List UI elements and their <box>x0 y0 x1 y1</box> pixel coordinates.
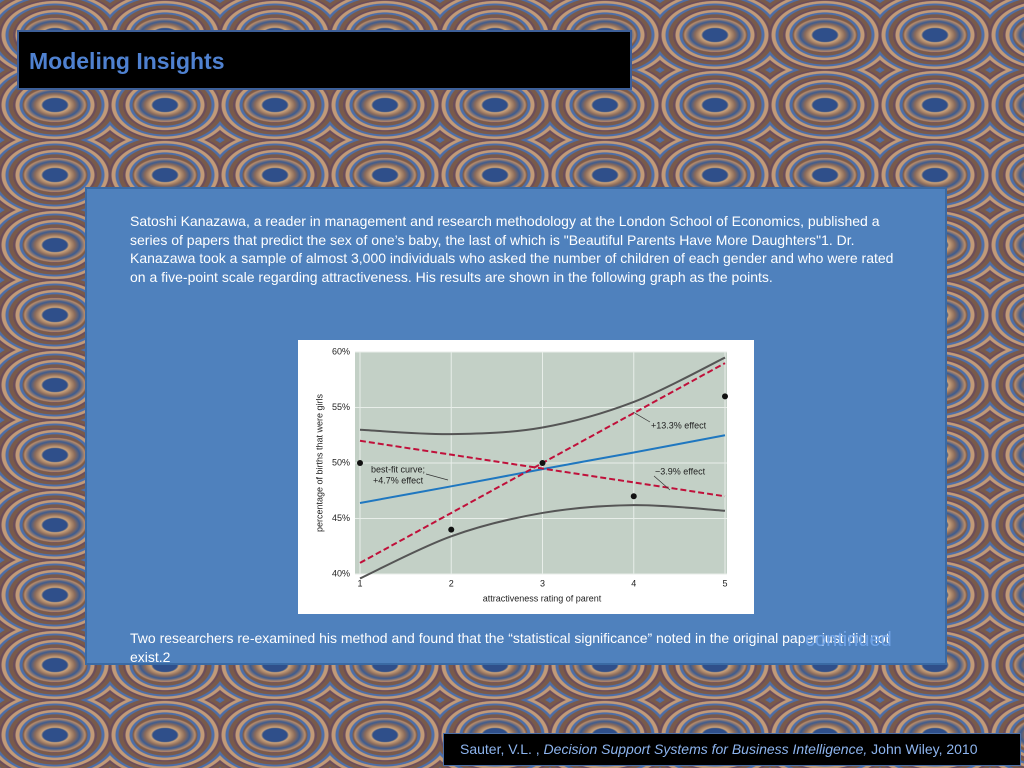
y-tick-label: 50% <box>332 457 350 467</box>
y-tick-label: 55% <box>332 402 350 412</box>
citation-author: Sauter, V.L. , <box>460 741 544 757</box>
series-line <box>359 356 726 436</box>
paragraph: Two researchers re-examined his method a… <box>130 630 890 665</box>
data-point <box>448 526 455 533</box>
x-axis-label: attractiveness rating of parent <box>483 593 602 603</box>
x-tick-label: 4 <box>631 578 636 588</box>
citation: Sauter, V.L. , Decision Support Systems … <box>443 733 1021 766</box>
annotation: −3.9% effect <box>655 466 706 476</box>
data-point <box>539 460 546 466</box>
leader <box>425 473 449 481</box>
citation-publisher: John Wiley, 2010 <box>867 741 978 757</box>
citation-book: Decision Support Systems for Business In… <box>543 741 868 757</box>
data-point <box>357 460 363 466</box>
x-tick-label: 2 <box>449 578 454 588</box>
leader <box>632 411 651 423</box>
series-line <box>359 504 726 580</box>
continued-link[interactable]: continued <box>805 629 892 651</box>
x-tick-label: 1 <box>357 578 362 588</box>
x-tick-label: 3 <box>540 578 545 588</box>
paragraph: Satoshi Kanazawa, a reader in management… <box>130 213 894 285</box>
data-point <box>722 393 728 400</box>
series-line <box>359 439 726 498</box>
data-point <box>630 493 637 500</box>
x-tick-label: 5 <box>722 578 727 588</box>
annotation: +4.7% effect <box>373 475 424 485</box>
annotation: +13.3% effect <box>651 420 707 430</box>
y-tick-label: 40% <box>332 568 350 578</box>
y-tick-label: 60% <box>332 346 350 356</box>
annotation: best-fit curve; <box>371 464 425 474</box>
slide-title: Modeling Insights <box>17 30 632 90</box>
leader <box>653 475 671 491</box>
y-axis-label: percentage of births that were girls <box>314 393 324 532</box>
chart: attractiveness rating of parent percenta… <box>298 340 754 614</box>
y-tick-label: 45% <box>332 513 350 523</box>
